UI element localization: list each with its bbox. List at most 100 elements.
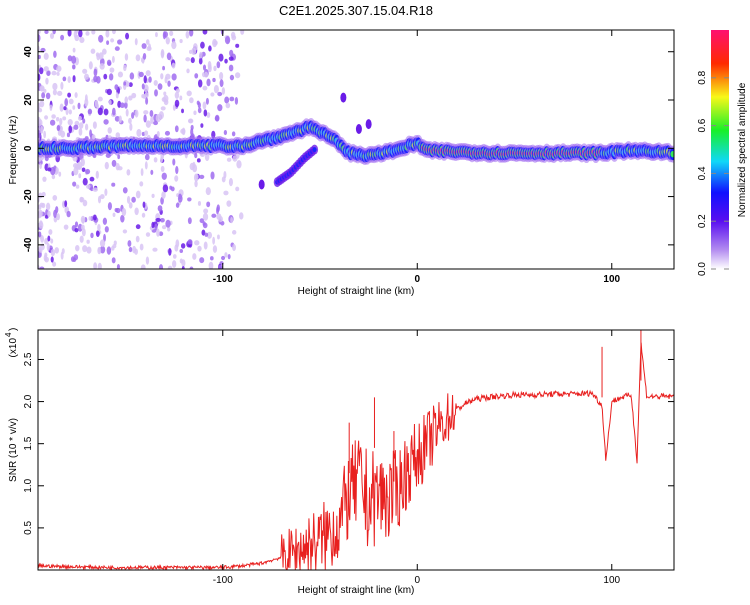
noise-speck xyxy=(153,157,158,163)
noise-speck xyxy=(67,119,73,126)
noise-speck xyxy=(107,61,112,66)
noise-speck xyxy=(59,117,63,126)
noise-speck xyxy=(77,115,82,121)
x-tick-label: -100 xyxy=(213,274,233,285)
noise-speck xyxy=(123,81,127,86)
noise-speck xyxy=(197,101,201,109)
noise-speck xyxy=(82,68,88,74)
x-tick-label: 100 xyxy=(603,274,620,285)
noise-speck xyxy=(192,253,197,260)
colorbar-tick-label: 0.4 xyxy=(697,166,708,180)
noise-speck xyxy=(68,98,74,105)
noise-speck xyxy=(80,158,85,167)
noise-speck xyxy=(95,170,99,179)
noise-speck xyxy=(38,118,43,127)
x-tick-label: 100 xyxy=(603,575,620,586)
noise-speck xyxy=(135,224,141,230)
noise-speck xyxy=(136,128,142,137)
noise-speck xyxy=(91,30,96,35)
noise-speck xyxy=(50,249,56,257)
noise-speck xyxy=(151,193,155,198)
noise-speck xyxy=(38,204,42,210)
noise-speck xyxy=(228,64,234,72)
noise-speck xyxy=(104,161,109,170)
colorbar-tick-label: 0.0 xyxy=(697,262,708,276)
noise-speck xyxy=(111,257,116,264)
noise-speck xyxy=(52,261,57,267)
noise-speck xyxy=(174,125,179,133)
noise-speck xyxy=(117,71,124,78)
noise-speck xyxy=(202,101,207,110)
noise-speck xyxy=(49,104,53,111)
noise-speck xyxy=(55,117,60,122)
noise-speck xyxy=(180,128,186,134)
noise-speck xyxy=(218,215,223,223)
noise-speck xyxy=(85,31,90,36)
noise-speck xyxy=(72,64,76,70)
noise-speck xyxy=(75,184,80,189)
noise-speck xyxy=(40,47,46,53)
noise-speck xyxy=(200,123,204,128)
noise-speck xyxy=(63,106,67,111)
noise-speck xyxy=(53,50,57,58)
noise-speck xyxy=(180,243,186,249)
noise-speck xyxy=(181,266,185,269)
noise-speck xyxy=(40,235,45,243)
noise-speck xyxy=(68,125,73,134)
noise-speck xyxy=(204,153,210,162)
noise-speck xyxy=(202,212,209,221)
noise-speck xyxy=(103,108,109,116)
noise-speck xyxy=(111,159,117,167)
noise-speck xyxy=(145,256,150,265)
noise-speck xyxy=(175,88,180,94)
noise-speck xyxy=(123,64,127,72)
noise-speck xyxy=(125,32,130,40)
noise-speck xyxy=(144,161,148,170)
noise-speck xyxy=(224,252,228,258)
noise-speck xyxy=(115,163,120,171)
noise-speck xyxy=(49,32,55,39)
noise-speck xyxy=(122,187,128,194)
noise-speck xyxy=(59,103,64,112)
noise-speck xyxy=(74,34,80,42)
noise-speck xyxy=(172,158,176,166)
noise-speck xyxy=(212,245,218,253)
noise-speck xyxy=(114,207,119,213)
colorbar-tick-label: 0.6 xyxy=(697,118,708,132)
noise-speck xyxy=(72,181,77,187)
noise-speck xyxy=(175,202,180,208)
noise-speck xyxy=(209,256,214,261)
noise-speck xyxy=(98,34,104,43)
noise-speck xyxy=(212,236,216,245)
noise-speck xyxy=(79,235,84,243)
noise-speck xyxy=(155,217,161,222)
noise-speck xyxy=(107,127,112,134)
noise-speck xyxy=(208,45,212,52)
noise-speck xyxy=(150,116,154,125)
noise-speck xyxy=(56,213,60,221)
noise-speck xyxy=(134,248,138,255)
noise-speck xyxy=(134,207,139,216)
noise-speck xyxy=(236,160,242,169)
noise-speck xyxy=(143,75,147,84)
noise-speck xyxy=(231,131,236,137)
noise-speck xyxy=(67,92,72,98)
noise-speck xyxy=(77,102,81,110)
noise-speck xyxy=(152,247,158,252)
y-tick-label: -40 xyxy=(23,237,34,252)
noise-speck xyxy=(174,99,180,108)
noise-speck xyxy=(101,48,107,55)
noise-speck xyxy=(84,94,88,102)
noise-speck xyxy=(202,30,208,35)
noise-speck xyxy=(175,166,179,175)
noise-speck xyxy=(197,107,202,114)
noise-speck xyxy=(78,173,82,179)
noise-speck xyxy=(61,248,65,255)
noise-speck xyxy=(213,85,219,94)
noise-speck xyxy=(67,30,72,37)
noise-speck xyxy=(38,102,41,110)
snr-series-line xyxy=(38,342,674,570)
noise-speck xyxy=(124,96,129,104)
noise-speck xyxy=(112,244,117,249)
noise-speck xyxy=(116,264,120,269)
